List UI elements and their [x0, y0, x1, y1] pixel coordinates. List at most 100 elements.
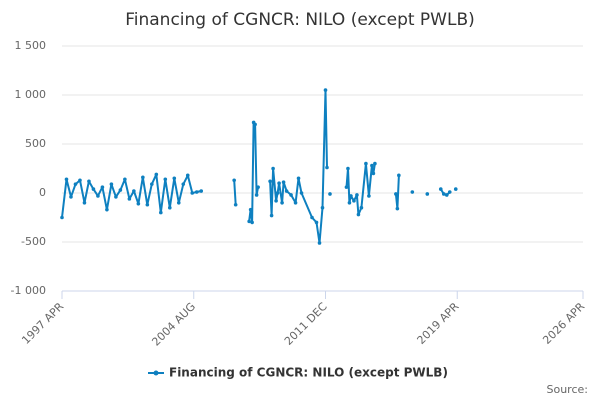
data-point: [410, 190, 415, 194]
y-tick-label: 1 000: [15, 88, 47, 101]
data-point: [344, 185, 349, 189]
data-point: [444, 193, 449, 197]
data-point: [325, 165, 329, 170]
data-point: [172, 176, 177, 181]
data-point: [145, 202, 150, 207]
data-point: [185, 173, 190, 178]
data-point: [233, 202, 238, 207]
data-point: [167, 205, 172, 210]
data-point: [453, 187, 458, 191]
data-point: [109, 182, 114, 186]
data-point: [91, 187, 96, 191]
data-point: [274, 199, 278, 203]
data-point: [199, 189, 204, 193]
data-point: [441, 192, 446, 196]
data-point: [328, 192, 332, 196]
data-point: [69, 195, 73, 199]
data-point: [359, 205, 364, 210]
data-point: [248, 207, 253, 212]
data-point: [370, 163, 374, 168]
data-point: [281, 180, 286, 185]
data-point: [284, 189, 289, 193]
data-point: [194, 190, 199, 194]
legend-marker: [153, 370, 159, 376]
data-point: [176, 201, 181, 205]
data-point: [254, 193, 259, 197]
data-point: [355, 193, 359, 197]
source: Source:: [547, 383, 589, 396]
data-point: [280, 201, 284, 205]
y-tick-label: 1 500: [15, 39, 47, 52]
data-point: [296, 176, 301, 181]
data-point: [352, 199, 356, 203]
data-point: [256, 185, 260, 189]
data-point: [347, 201, 352, 205]
data-point: [73, 182, 78, 186]
legend-label: Financing of CGNCR: NILO (except PWLB): [169, 366, 448, 380]
legend-item[interactable]: Financing of CGNCR: NILO (except PWLB): [148, 366, 448, 380]
x-tick-label: 2026 APR: [540, 300, 587, 347]
data-point: [154, 172, 159, 177]
data-point: [269, 213, 274, 218]
data-point: [397, 173, 401, 178]
data-point: [299, 191, 304, 195]
data-point: [60, 215, 64, 220]
data-line: [62, 90, 456, 243]
data-point: [364, 161, 368, 166]
data-point: [78, 178, 82, 183]
data-point: [277, 181, 281, 185]
data-point: [190, 191, 195, 195]
data-point: [275, 191, 280, 195]
data-point: [114, 195, 118, 199]
data-point: [268, 179, 272, 184]
x-tick-label: 2019 APR: [415, 300, 462, 347]
data-point: [356, 212, 361, 217]
data-point: [447, 190, 452, 194]
data-point: [181, 182, 186, 186]
data-point: [136, 201, 141, 206]
y-tick-label: 0: [39, 186, 46, 199]
y-tick-label: -500: [21, 235, 46, 248]
data-point: [123, 177, 127, 182]
data-point: [438, 187, 443, 191]
data-point: [373, 161, 377, 166]
data-point: [96, 194, 100, 198]
data-point: [150, 182, 154, 186]
data-point: [394, 192, 398, 196]
data-point: [371, 171, 376, 176]
chart-title: Financing of CGNCR: NILO (except PWLB): [125, 10, 475, 30]
data-point: [289, 193, 293, 197]
data-point: [367, 194, 371, 198]
data-point: [271, 166, 275, 171]
data-point: [250, 220, 254, 225]
data-point: [323, 88, 328, 92]
data-point: [425, 192, 430, 196]
x-tick-label: 2011 DEC: [282, 300, 330, 348]
x-tick-label: 1997 APR: [19, 300, 66, 347]
data-point: [82, 201, 87, 205]
data-point: [253, 122, 257, 127]
data-point: [105, 207, 109, 212]
data-point: [100, 185, 105, 189]
data-point: [310, 215, 314, 220]
data-point: [317, 241, 322, 245]
data-point: [320, 205, 325, 210]
data-point: [247, 219, 251, 224]
data-point: [159, 210, 163, 215]
data-point: [64, 177, 69, 182]
y-tick-label: -1 000: [11, 284, 46, 297]
data-point: [346, 166, 350, 171]
data-point: [349, 194, 353, 198]
x-tick-label: 2004 AUG: [149, 300, 198, 349]
data-point: [118, 188, 123, 192]
data-point: [87, 179, 91, 184]
data-point: [232, 178, 236, 183]
data-point: [132, 189, 136, 193]
data-point: [314, 220, 319, 225]
data-point: [395, 206, 400, 211]
data-point: [293, 201, 298, 205]
data-point: [163, 177, 168, 182]
data-point: [127, 197, 132, 201]
y-tick-label: 500: [25, 137, 46, 150]
